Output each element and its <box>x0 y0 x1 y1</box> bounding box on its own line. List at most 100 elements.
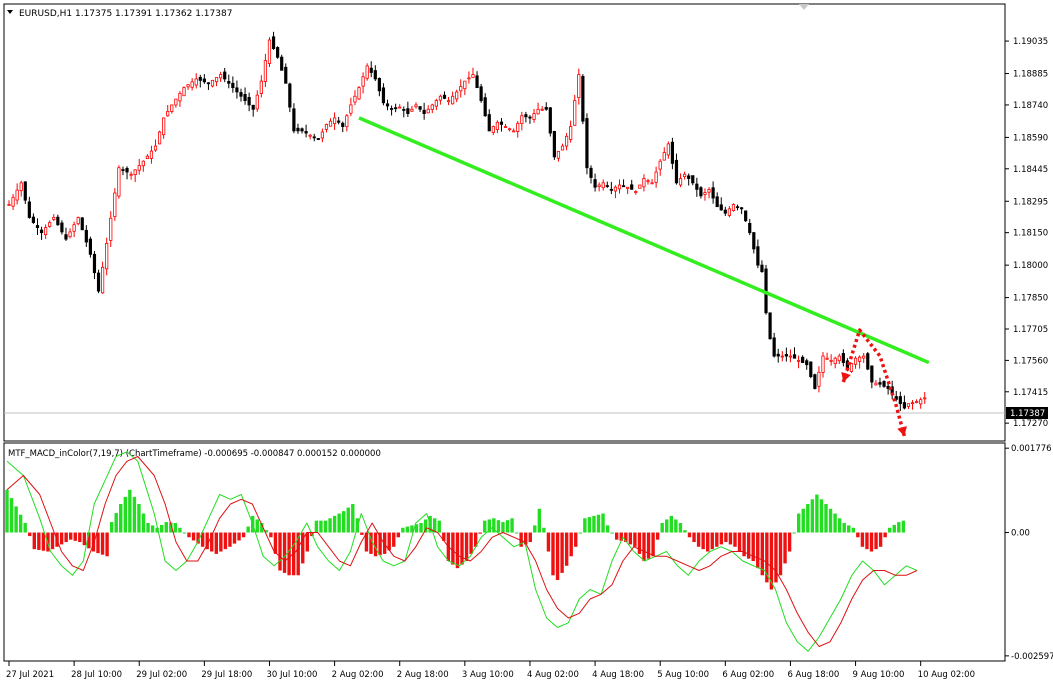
candle-bull <box>825 357 829 360</box>
projection-path <box>841 328 907 437</box>
macd-bar-negative <box>619 532 623 541</box>
candle-bull <box>788 355 793 358</box>
trendline[interactable] <box>358 116 930 365</box>
macd-lines-group <box>6 451 918 652</box>
candle-bear <box>198 76 202 81</box>
macd-bar-negative <box>551 532 555 576</box>
macd-bar-positive <box>514 532 519 534</box>
macd-bar-negative <box>574 532 578 547</box>
macd-bar-positive <box>806 504 810 533</box>
candle-bear <box>792 354 797 359</box>
candle-bear <box>251 104 255 110</box>
price-tick-label: 1.17415 <box>1013 388 1048 398</box>
candle-bear <box>760 264 764 273</box>
candle-bull <box>255 94 259 110</box>
time-tick-label: 27 Jul 2021 <box>6 670 54 680</box>
macd-bar-negative <box>105 532 109 557</box>
time-tick-label: 4 Aug 18:00 <box>592 670 644 680</box>
macd-bar-negative <box>301 532 305 564</box>
candle-bear <box>487 114 491 132</box>
candle-bear <box>247 97 251 106</box>
macd-bar-positive <box>815 494 819 533</box>
indicator-pane-frame <box>3 442 1006 662</box>
macd-bar-positive <box>246 526 250 533</box>
candle-bear <box>544 107 548 110</box>
macd-bar-negative <box>555 532 560 581</box>
macd-bar-negative <box>874 532 878 550</box>
candle-bear <box>292 108 296 132</box>
shift-marker-icon[interactable] <box>799 4 809 10</box>
candle-bear <box>740 207 744 210</box>
candle-bear <box>548 107 552 134</box>
macd-bar-positive <box>337 513 341 533</box>
candle-bull <box>642 178 646 188</box>
macd-bar-positive <box>596 514 601 533</box>
candle-bear <box>841 353 845 363</box>
candle-bear <box>882 381 886 387</box>
macd-bar-negative <box>37 532 41 550</box>
macd-bar-negative <box>392 532 396 547</box>
candle-bull <box>508 128 512 131</box>
candle-bear <box>902 402 907 409</box>
macd-bar-positive <box>9 498 14 533</box>
candle-bull <box>817 371 821 387</box>
macd-bar-positive <box>128 489 132 533</box>
macd-bar-positive <box>674 519 678 533</box>
macd-bar-negative <box>469 532 473 554</box>
candle-bull <box>157 131 162 145</box>
candle-bull <box>7 204 11 206</box>
candle-bear <box>39 229 44 234</box>
macd-bar-negative <box>28 532 32 537</box>
candle-bear <box>271 36 276 50</box>
macd-bar-negative <box>756 532 760 569</box>
candle-bull <box>162 117 166 136</box>
macd-bar-negative <box>64 532 68 543</box>
macd-bar-positive <box>109 522 114 533</box>
candle-bull <box>19 182 23 192</box>
macd-bar-positive <box>419 523 423 533</box>
price-tick-label: 1.18885 <box>1013 70 1048 80</box>
candle-bear <box>96 272 101 292</box>
macd-bar-positive <box>592 515 596 533</box>
candle-bear <box>56 216 60 226</box>
macd-bar-positive <box>332 515 337 533</box>
candle-bull <box>357 87 361 100</box>
candle-bull <box>129 173 133 176</box>
candle-bear <box>84 229 88 243</box>
candle-bear <box>381 87 386 104</box>
candle-bull <box>101 266 105 294</box>
macd-bar-positive <box>423 519 428 533</box>
candle-bull <box>414 104 418 108</box>
price-tick-label: 1.19035 <box>1013 37 1048 47</box>
macd-bar-positive <box>119 504 123 533</box>
candle-bull <box>11 196 15 207</box>
macd-bar-negative <box>269 532 273 538</box>
candle-bull <box>109 217 113 241</box>
macd-bar-positive <box>132 496 137 533</box>
candle-bear <box>373 70 377 80</box>
candle-bear <box>593 179 597 188</box>
time-tick-label: 30 Jul 10:00 <box>266 670 317 680</box>
candle-bear <box>231 82 235 89</box>
candle-bear <box>866 353 870 370</box>
macd-bar-positive <box>583 518 587 533</box>
price-pane[interactable]: EURUSD,H1 1.17375 1.17391 1.17362 1.1738… <box>3 3 1048 442</box>
candle-bull <box>320 131 324 139</box>
symbol-dropdown-icon[interactable] <box>7 10 13 14</box>
indicator-pane[interactable]: MTF_MACD_inColor(7,19,7) (ChartTimeframe… <box>3 442 1053 662</box>
candle-bear <box>483 97 487 117</box>
macd-bar-negative <box>878 532 883 547</box>
macd-bar-positive <box>837 518 842 533</box>
macd-bar-negative <box>228 532 232 547</box>
candle-bull <box>573 100 577 126</box>
candle-bull <box>446 100 451 103</box>
macd-bar-negative <box>214 532 218 554</box>
candle-bull <box>459 86 463 92</box>
candle-bear <box>776 353 780 357</box>
candle-bear <box>528 116 532 119</box>
macd-bar-positive <box>23 523 27 533</box>
candle-bull <box>638 184 642 189</box>
candle-bear <box>385 103 390 107</box>
candle-bear <box>756 246 760 266</box>
